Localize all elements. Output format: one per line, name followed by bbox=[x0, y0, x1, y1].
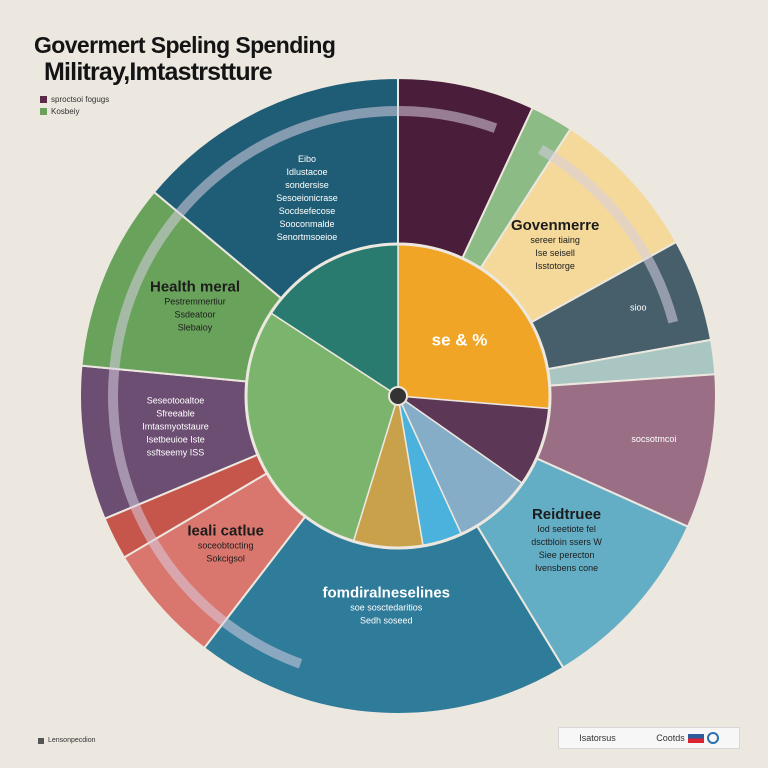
slice-annotation: Iod seetiote fel bbox=[537, 524, 596, 534]
slice-annotation: Pestremmertiur bbox=[164, 297, 226, 307]
footer-source: Isatorsus bbox=[579, 733, 616, 743]
slice-annotation: Senortmsoeioe bbox=[277, 232, 338, 242]
accent-ring-top bbox=[538, 144, 679, 324]
slice-annotation: Sokcigsol bbox=[206, 553, 245, 563]
footer-source: Cootds bbox=[656, 732, 719, 744]
legend-swatch bbox=[40, 107, 47, 115]
slice-annotation: socsotmcoi bbox=[631, 434, 676, 444]
slice-annotation: Ssdeatoor bbox=[175, 310, 216, 320]
credit-text: Lensonpecdion bbox=[48, 737, 96, 744]
legend: sproctsoi fogugs Kosbeiy bbox=[40, 93, 109, 117]
legend-label: Kosbeiy bbox=[51, 106, 80, 116]
slice-annotation: Eibo bbox=[298, 154, 316, 164]
legend-item: Kosbeiy bbox=[40, 105, 109, 117]
slice-annotation: Idlustacoe bbox=[286, 167, 327, 177]
slice-annotation: Imtasmyotstaure bbox=[142, 422, 209, 432]
slice-annotation: Ivensbens cone bbox=[535, 563, 598, 573]
credit: Lensonpecdion bbox=[38, 737, 96, 744]
flag-icon bbox=[687, 733, 704, 743]
slice-label: Ieali catlue bbox=[187, 522, 264, 539]
slice-annotation: Siee perecton bbox=[539, 550, 595, 560]
slice-label: Govenmerre bbox=[511, 217, 599, 234]
slice-annotation: soe sosctedaritios bbox=[350, 603, 423, 613]
footer-source-label: Isatorsus bbox=[579, 733, 616, 743]
slice-annotation: Slebaioy bbox=[178, 323, 213, 333]
slice-label: Reidtruee bbox=[532, 506, 601, 523]
center-dot bbox=[388, 386, 408, 406]
logo-icon bbox=[706, 732, 719, 744]
legend-swatch bbox=[40, 95, 47, 103]
chart-subtitle: Militray,Imtastrstture bbox=[44, 58, 273, 86]
slice-annotation: Isstotorge bbox=[535, 261, 575, 271]
slice-label: Health meral bbox=[150, 279, 240, 296]
credit-icon bbox=[38, 737, 44, 744]
inner-slice-label: se & % bbox=[432, 330, 488, 349]
slice-annotation: dsctbloin ssers W bbox=[531, 537, 602, 547]
slice-annotation: Sooconmalde bbox=[279, 219, 334, 229]
inner-ring-outline bbox=[244, 242, 552, 550]
slice-annotation: sondersise bbox=[285, 180, 329, 190]
slice-annotation: Seseotooaltoe bbox=[147, 396, 205, 406]
slice-annotation: ssftseemy ISS bbox=[147, 448, 205, 458]
legend-label: sproctsoi fogugs bbox=[51, 94, 110, 104]
slice-annotation: Isetbeuioe Iste bbox=[146, 435, 205, 445]
slice-annotation: soceobtocting bbox=[198, 540, 254, 550]
slice-annotation: sioo bbox=[630, 303, 647, 313]
slice-annotation: sereer tiaing bbox=[530, 235, 580, 245]
legend-item: sproctsoi fogugs bbox=[40, 93, 109, 105]
slice-annotation: Sesoeionicrase bbox=[276, 193, 338, 203]
outer-slice bbox=[202, 394, 565, 715]
slice-annotation: Ise seisell bbox=[535, 248, 575, 258]
footer-sources: Isatorsus Cootds bbox=[558, 727, 740, 749]
footer-source-label: Cootds bbox=[656, 733, 685, 743]
slice-label: fomdiralneselines bbox=[322, 585, 450, 602]
slice-annotation: Socdsefecose bbox=[279, 206, 336, 216]
slice-annotation: Sfreeable bbox=[156, 409, 195, 419]
chart-title: Govermert Speling Spending bbox=[34, 32, 336, 58]
slice-annotation: Sedh soseed bbox=[360, 616, 413, 626]
